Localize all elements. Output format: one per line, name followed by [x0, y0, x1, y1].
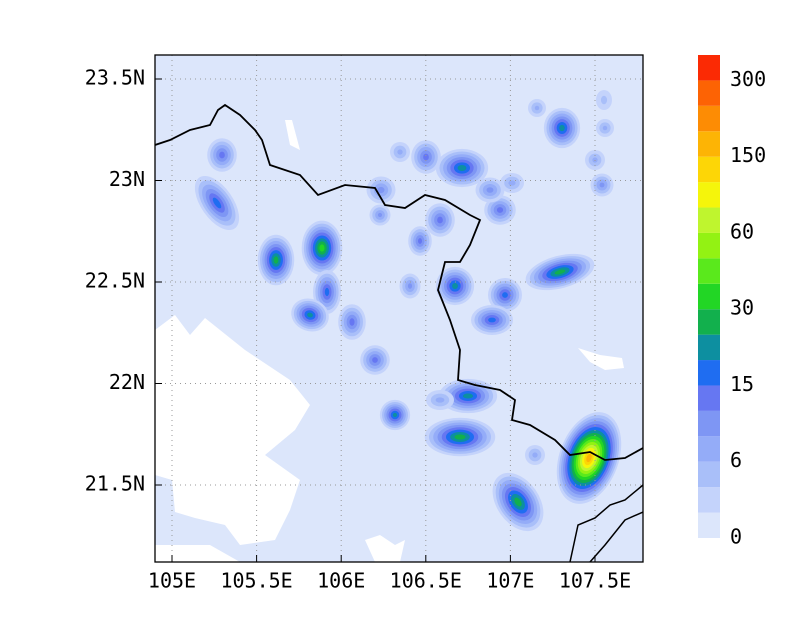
x-tick-label: 105E [148, 569, 196, 593]
colorbar-swatch [698, 55, 720, 81]
coastline [589, 511, 643, 562]
contour-fill [599, 182, 605, 188]
contour-fill [532, 452, 538, 458]
colorbar-swatch [698, 283, 720, 310]
contour-fill [423, 153, 429, 161]
contour-fill [324, 287, 330, 297]
contour-fill [437, 216, 443, 224]
contour-fill [462, 393, 474, 399]
colorbar-swatch [698, 385, 720, 411]
contour-fill [372, 357, 378, 363]
no-data-area [155, 315, 310, 545]
colorbar-label: 6 [730, 448, 742, 472]
x-tick-label: 105.5E [220, 569, 292, 593]
contour-fill [508, 180, 516, 186]
colorbar-label: 0 [730, 525, 742, 549]
x-tick-label: 106.5E [390, 569, 462, 593]
precip-contours [194, 90, 622, 532]
contour-fill [496, 207, 504, 213]
colorbar-label: 300 [730, 67, 766, 91]
colorbar-swatch [698, 182, 720, 208]
x-tick-label: 106E [317, 569, 365, 593]
colorbar-swatch [698, 436, 720, 462]
contour-fill [454, 434, 466, 440]
coastline [569, 484, 643, 562]
contour-fill [602, 125, 608, 131]
colorbar-swatch [698, 461, 720, 488]
colorbar-swatch [698, 334, 720, 361]
colorbar-swatch [698, 258, 720, 284]
contour-fill [377, 186, 385, 194]
contour-fill [600, 95, 608, 105]
contour-fill [392, 412, 398, 418]
x-tick-label: 107E [486, 569, 534, 593]
no-data-area [155, 545, 240, 562]
y-tick-label: 22N [109, 370, 145, 394]
colorbar-swatch [698, 360, 720, 386]
contour-fill [488, 317, 496, 323]
contour-fill [559, 124, 565, 132]
axes: 105E 105.5E 106E 106.5E 107E 107.5E 23.5N 23N 22… [85, 66, 631, 593]
x-tick-label: 107.5E [559, 569, 631, 593]
contour-fill [212, 197, 222, 209]
y-tick-label: 23N [109, 167, 145, 191]
colorbar-swatch [698, 487, 720, 513]
map-area [155, 55, 643, 562]
contour-fill [502, 292, 508, 298]
y-tick-label: 23.5N [85, 66, 145, 90]
contour-fill [273, 256, 279, 264]
contour-fill [377, 212, 383, 218]
contour-fill [452, 283, 458, 289]
colorbar-swatch [698, 410, 720, 437]
contour-fill [407, 283, 413, 289]
plot-frame [154, 54, 644, 563]
y-tick-label: 22.5N [85, 269, 145, 293]
colorbar-label: 30 [730, 296, 754, 320]
no-data-area [365, 535, 405, 562]
contour-fill [219, 151, 225, 159]
colorbar-label: 15 [730, 372, 754, 396]
no-data-area [285, 120, 300, 150]
colorbar-label: 150 [730, 143, 766, 167]
contour-fill [418, 238, 422, 244]
colorbar: 0 6 15 30 60 150 300 [698, 55, 766, 549]
contour-fill [554, 269, 566, 275]
colorbar-swatch [698, 156, 720, 183]
coastline [155, 103, 643, 461]
contour-fill [349, 318, 355, 326]
contour-fill [534, 105, 540, 111]
no-data-area [578, 348, 624, 370]
contour-fill [486, 187, 494, 193]
contour-fill [307, 312, 313, 318]
contour-fill [514, 497, 522, 507]
contour-fill [457, 165, 467, 171]
colorbar-swatch [698, 207, 720, 233]
contour-fill [319, 244, 325, 252]
colorbar-label: 60 [730, 219, 754, 243]
contour-fill [586, 453, 592, 463]
colorbar-swatch [698, 512, 720, 538]
colorbar-swatch [698, 131, 720, 157]
colorbar-swatch [698, 309, 720, 335]
y-tick-label: 21.5N [85, 472, 145, 496]
colorbar-swatch [698, 232, 720, 259]
colorbar-swatch [698, 105, 720, 132]
colorbar-swatch [698, 80, 720, 106]
contour-fill [397, 149, 403, 155]
contour-fill [435, 397, 445, 403]
